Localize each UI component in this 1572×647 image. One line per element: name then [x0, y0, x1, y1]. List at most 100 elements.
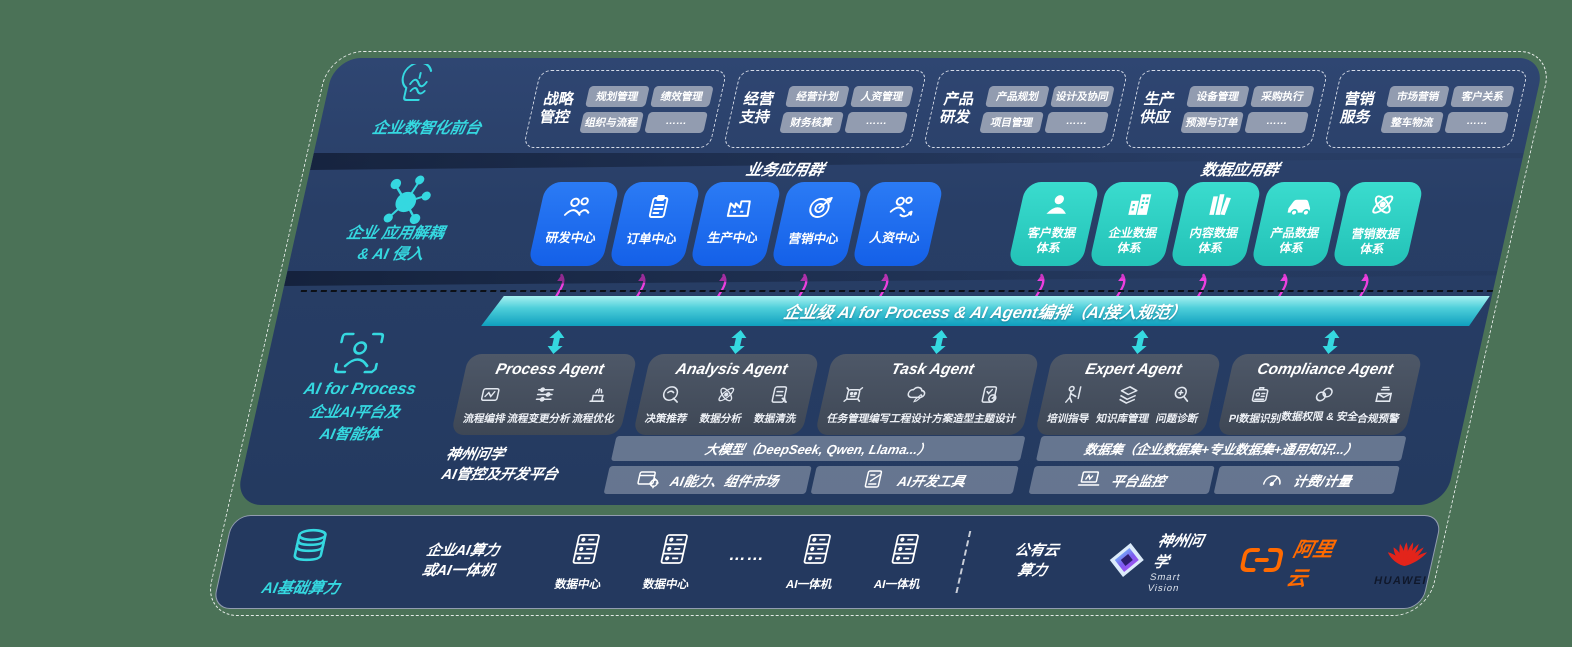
cell-billing-metering: 计费/计量 — [1213, 466, 1400, 494]
business-box-production-center: 生产中心 — [689, 182, 783, 266]
database-icon — [283, 527, 335, 572]
chip: 产品规划 — [985, 85, 1050, 107]
users-icon — [560, 194, 594, 224]
books-icon — [1203, 191, 1236, 222]
atom-icon — [713, 384, 739, 408]
server-icon — [654, 533, 692, 570]
double-arrow-icon — [1131, 330, 1149, 354]
box-label: 生产中心 — [706, 231, 760, 245]
data-group-title: 数据应用群 — [1199, 162, 1281, 179]
chip: 客户关系 — [1450, 85, 1515, 107]
ai-compute-block: AI基础算力 — [245, 527, 367, 598]
ellipsis-label: …… — [727, 545, 768, 564]
front-group-operation: 经营支持 经营计划 人资管理 财务核算 …… — [723, 70, 928, 148]
szwx-diamond-logo — [1103, 541, 1151, 584]
double-arrow-icon — [547, 330, 565, 354]
platform-model-group: 大模型（DeepSeek, Qwen, Llama...） AI能力、组件市场 … — [603, 436, 1026, 494]
brain-icon — [389, 64, 446, 112]
front-group-production: 生产供应 设备管理 采购执行 预测与订单 …… — [1123, 70, 1329, 148]
front-group-marketing: 营销服务 市场营销 客户关系 整车物流 …… — [1323, 70, 1529, 148]
agent-title: Compliance Agent — [1255, 361, 1395, 378]
box-label: 企业数据体系 — [1107, 226, 1159, 255]
sliders-icon — [531, 384, 557, 408]
agent-item: 培训指导 — [1046, 384, 1097, 426]
agent-item: 问题诊断 — [1154, 384, 1205, 426]
business-box-row: 研发中心 订单中心 生产中心 营销中心 人 — [527, 182, 945, 266]
layers-icon — [1114, 384, 1140, 408]
infra-band: AI基础算力 企业AI算力 或AI一体机 数据中心 数据中心 …… AI一体机 … — [211, 515, 1443, 609]
data-box-marketing: 营销数据体系 — [1331, 182, 1425, 266]
data-box-row: 客户数据体系 企业数据体系 内容数据体系 产品数据体系 — [1007, 182, 1425, 266]
data-box-enterprise: 企业数据体系 — [1088, 182, 1182, 266]
teach-icon — [1060, 384, 1086, 408]
platform-label: 神州问学 AI管控及开发平台 — [440, 446, 560, 483]
agent-compliance: Compliance Agent PI数据识别 数据权限 & 安全 合规预 — [1216, 330, 1428, 435]
cell-ai-capability-market: AI能力、组件市场 — [603, 466, 812, 494]
doc-clean-icon — [767, 384, 793, 408]
huawei-logo — [1382, 537, 1430, 574]
double-arrow-icon — [1322, 330, 1340, 354]
laptop-monitor-icon — [1075, 469, 1104, 492]
agent-item: 数据清洗 — [753, 384, 804, 426]
chip: 财务核算 — [779, 111, 844, 133]
node-ai-appliance: AI一体机 — [776, 533, 853, 592]
cloud-pen-icon — [903, 384, 929, 408]
agents-row: Process Agent 流程编排 流程变更分析 流程优化 — [450, 330, 1428, 435]
business-box-hr-center: 人资中心 — [851, 182, 945, 266]
agent-item: 流程变更分析 — [506, 384, 578, 426]
platform-row: 神州问学 AI管控及开发平台 大模型（DeepSeek, Qwen, Llama… — [438, 436, 1407, 494]
target-icon — [804, 194, 837, 225]
agent-task: Task Agent 任务管理 编写工程设计方案 造型主题设计 — [814, 330, 1045, 435]
agent-title: Task Agent — [889, 361, 976, 378]
flow-box-icon — [476, 384, 502, 408]
box-label: 营销数据体系 — [1350, 227, 1402, 256]
agent-item: PI数据识别 — [1227, 384, 1288, 426]
chip: 组织与流程 — [579, 111, 644, 133]
agent-item: 知识库管理 — [1095, 384, 1157, 426]
chip: 采购执行 — [1250, 85, 1315, 107]
vendor-huawei: HUAWEI — [1373, 537, 1437, 587]
front-office-label: 企业数智化前台 — [370, 120, 483, 137]
perm-link-icon — [1311, 384, 1337, 408]
box-label: 内容数据体系 — [1188, 226, 1240, 255]
factory-icon — [722, 194, 756, 224]
agent-item: 合规预警 — [1356, 384, 1407, 426]
aliyun-logo — [1237, 547, 1286, 578]
people-flow-icon — [884, 194, 918, 224]
node-ai-appliance: AI一体机 — [863, 533, 940, 592]
box-label: 研发中心 — [544, 231, 598, 245]
chip: 人资管理 — [849, 85, 915, 107]
agent-title: Process Agent — [493, 361, 606, 378]
cell-platform-monitoring: 平台监控 — [1028, 466, 1215, 494]
chip: …… — [844, 111, 909, 133]
group-label: 营销服务 — [1338, 91, 1377, 126]
business-box-rnd-center: 研发中心 — [527, 182, 621, 266]
business-group-title: 业务应用群 — [744, 162, 826, 179]
vendor-aliyun: 阿里云 — [1234, 533, 1345, 591]
double-arrow-icon — [930, 330, 948, 354]
dashed-divider — [955, 531, 971, 593]
clipboard-icon — [642, 194, 675, 225]
gauge-icon — [1259, 469, 1286, 492]
agent-item: 任务管理 — [826, 384, 877, 426]
chip: 整车物流 — [1380, 111, 1445, 133]
app-layer-label: 企业 应用解耦 & AI 侵入 — [344, 225, 446, 263]
ai-bus-bar: 企业级 AI for Process & AI Agent编排（AI接入规范） — [481, 296, 1490, 326]
server-icon — [797, 533, 835, 570]
public-cloud-label: 公有云 算力 — [1013, 543, 1061, 579]
ai-layer-label: AI for Process 企业AI平台及 AI智能体 — [302, 380, 418, 443]
architecture-diagram: 企业数智化前台 战略管控 规划管理 绩效管理 组织与流程 …… 经营支持 经营计… — [211, 58, 1546, 609]
dataset-group-header: 数据集（企业数据集+专业数据集+通用知识...） — [1035, 436, 1407, 461]
agent-expert: Expert Agent 培训指导 知识库管理 问题诊断 — [1034, 330, 1227, 435]
chip: 经营计划 — [785, 85, 850, 107]
enterprise-compute-label: 企业AI算力 或AI一体机 — [420, 543, 501, 579]
tablet-check-icon — [977, 384, 1003, 408]
group-label: 战略管控 — [537, 91, 576, 126]
agent-item: 流程优化 — [571, 384, 622, 426]
atom-icon — [1365, 191, 1399, 223]
box-label: 人资中心 — [868, 231, 922, 245]
diagnose-icon — [1169, 384, 1195, 408]
business-box-marketing-center: 营销中心 — [770, 182, 864, 266]
chip: 项目管理 — [979, 111, 1045, 133]
agent-item: 编写工程设计方案 — [868, 384, 961, 426]
